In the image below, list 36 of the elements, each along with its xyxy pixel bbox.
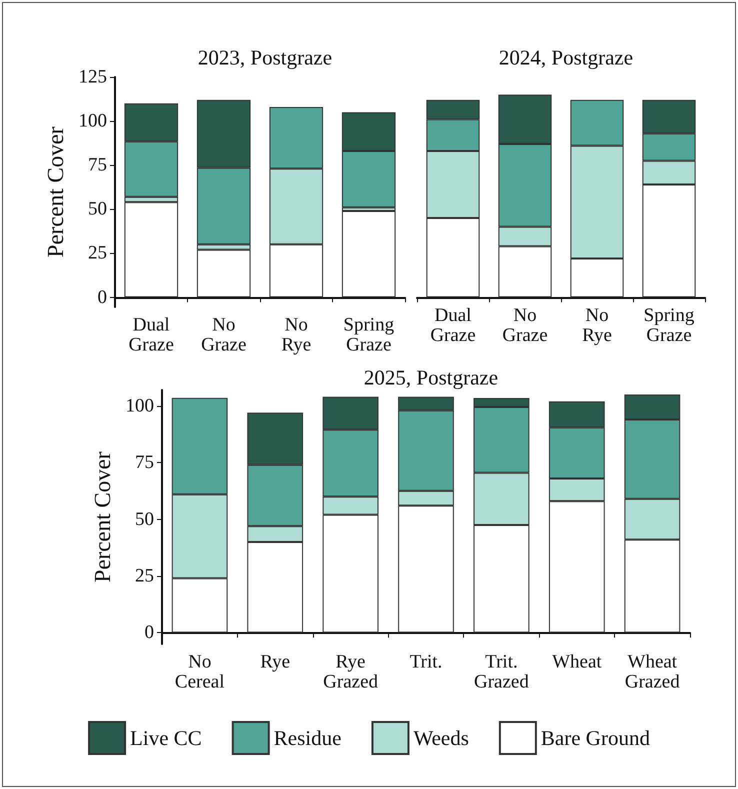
chart-title: 2024, Postgraze bbox=[498, 46, 634, 70]
chart-title: 2023, Postgraze bbox=[198, 46, 332, 70]
x-tick-label: Dual Graze bbox=[128, 314, 174, 356]
y-axis-title: Percent Cover bbox=[43, 126, 68, 258]
y-tick-label: 75 bbox=[135, 452, 154, 474]
x-tick-label: Wheat bbox=[552, 652, 602, 672]
x-tick-label: Rye bbox=[260, 652, 290, 672]
y-tick-label: 25 bbox=[135, 565, 154, 586]
legend-label: Bare Ground bbox=[540, 726, 650, 750]
y-tick-label: 0 bbox=[98, 286, 107, 308]
y-axis-title: Percent Cover bbox=[90, 451, 115, 582]
y-tick-label: 100 bbox=[78, 110, 107, 132]
x-tick-label: No Graze bbox=[201, 314, 246, 356]
y-tick-label: 50 bbox=[135, 508, 154, 530]
y-tick-label: 75 bbox=[88, 154, 107, 176]
x-tick-label: Rye Grazed bbox=[323, 652, 378, 692]
x-tick-label: No Rye bbox=[582, 304, 612, 346]
y-tick-label: 25 bbox=[88, 242, 107, 264]
x-tick-label: No Rye bbox=[281, 314, 312, 356]
x-tick-label: Dual Graze bbox=[430, 304, 476, 346]
x-tick-label: Spring Graze bbox=[343, 314, 395, 356]
x-tick-label: Trit. bbox=[410, 652, 442, 672]
y-tick-label: 50 bbox=[88, 198, 107, 220]
legend-label: Weeds bbox=[413, 726, 469, 750]
y-tick-label: 125 bbox=[78, 66, 107, 88]
x-tick-label: Wheat Grazed bbox=[624, 652, 680, 692]
y-tick-label: 0 bbox=[144, 622, 154, 644]
y-tick-label: 100 bbox=[126, 395, 154, 416]
x-tick-label: Trit. Grazed bbox=[474, 652, 530, 692]
legend-label: Residue bbox=[274, 726, 342, 750]
x-tick-label: Spring Graze bbox=[644, 304, 695, 346]
legend-label: Live CC bbox=[130, 726, 202, 750]
bar bbox=[342, 210, 396, 298]
x-tick-label: No Cereal bbox=[174, 652, 225, 692]
x-tick-label: No Graze bbox=[502, 304, 548, 346]
chart-title: 2025, Postgraze bbox=[364, 366, 498, 390]
